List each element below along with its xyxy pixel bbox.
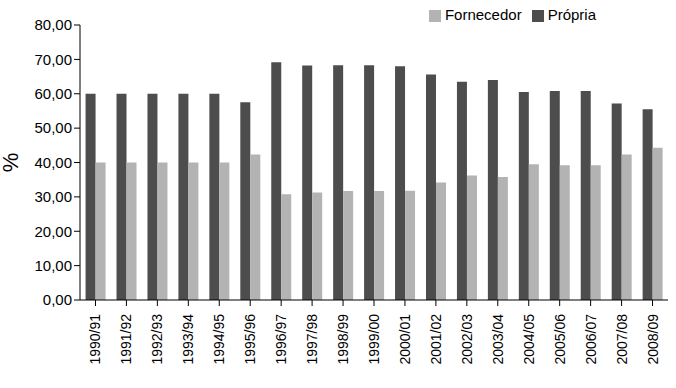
svg-text:1990/91: 1990/91 (87, 314, 103, 365)
svg-text:2008/09: 2008/09 (645, 314, 661, 365)
svg-text:1994/95: 1994/95 (211, 314, 227, 365)
svg-text:80,00: 80,00 (34, 16, 72, 33)
svg-text:0,00: 0,00 (43, 291, 72, 308)
svg-text:20,00: 20,00 (34, 223, 72, 240)
svg-text:40,00: 40,00 (34, 154, 72, 171)
svg-text:2001/02: 2001/02 (428, 314, 444, 365)
svg-text:2004/05: 2004/05 (521, 314, 537, 365)
svg-text:70,00: 70,00 (34, 51, 72, 68)
svg-text:1992/93: 1992/93 (149, 314, 165, 365)
svg-text:1991/92: 1991/92 (118, 314, 134, 365)
svg-text:1997/98: 1997/98 (304, 314, 320, 365)
svg-text:2007/08: 2007/08 (614, 314, 630, 365)
svg-text:10,00: 10,00 (34, 257, 72, 274)
svg-text:2003/04: 2003/04 (490, 314, 506, 365)
svg-text:1999/00: 1999/00 (366, 314, 382, 365)
svg-text:1998/99: 1998/99 (335, 314, 351, 365)
svg-text:30,00: 30,00 (34, 188, 72, 205)
svg-text:60,00: 60,00 (34, 85, 72, 102)
svg-text:50,00: 50,00 (34, 119, 72, 136)
svg-text:2005/06: 2005/06 (552, 314, 568, 365)
svg-text:1996/97: 1996/97 (273, 314, 289, 365)
svg-text:2000/01: 2000/01 (397, 314, 413, 365)
svg-text:1995/96: 1995/96 (242, 314, 258, 365)
svg-text:2006/07: 2006/07 (583, 314, 599, 365)
svg-text:%: % (8, 153, 23, 173)
svg-text:1993/94: 1993/94 (180, 314, 196, 365)
svg-text:2002/03: 2002/03 (459, 314, 475, 365)
html-text:Própria: Própria (547, 6, 596, 23)
html-text:Fornecedor: Fornecedor (444, 6, 522, 23)
